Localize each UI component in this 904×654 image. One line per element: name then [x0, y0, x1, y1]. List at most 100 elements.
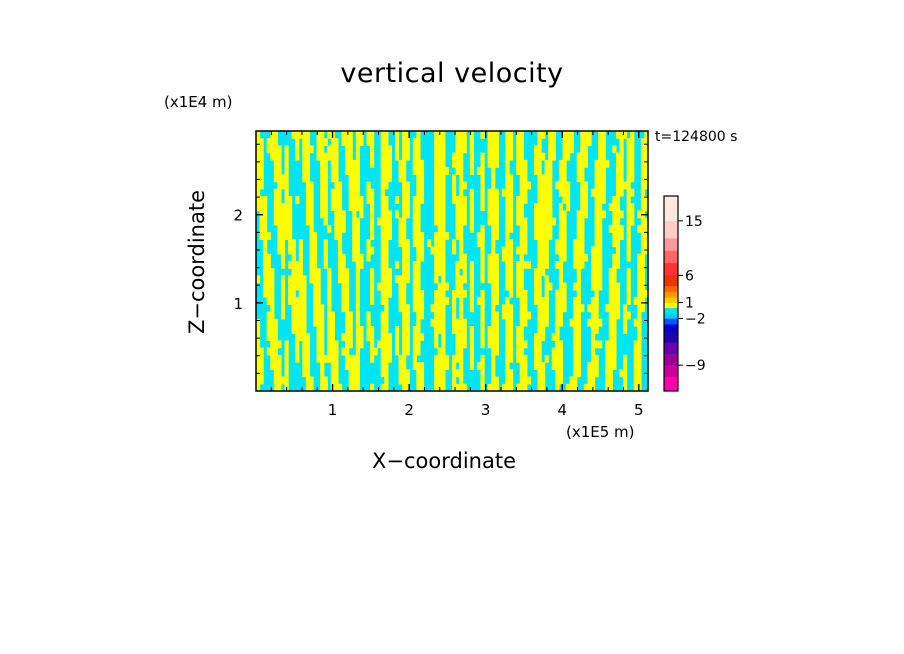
- positive-cell: [398, 362, 403, 370]
- positive-cell: [558, 282, 564, 291]
- positive-cell: [437, 318, 442, 327]
- positive-cell: [366, 196, 371, 204]
- positive-cell: [480, 174, 485, 183]
- positive-cell: [348, 311, 353, 320]
- positive-cell: [295, 145, 300, 154]
- positive-cell: [537, 138, 542, 147]
- positive-cell: [615, 152, 621, 161]
- positive-cell: [469, 138, 474, 147]
- positive-cell: [480, 326, 485, 334]
- positive-cell: [384, 333, 389, 342]
- colorbar-swatch: [664, 250, 678, 264]
- positive-cell: [355, 159, 360, 168]
- positive-cell: [569, 131, 574, 139]
- positive-cell: [291, 268, 296, 277]
- positive-cell: [505, 261, 510, 269]
- positive-cell: [555, 354, 560, 363]
- positive-cell: [345, 289, 350, 298]
- positive-cell: [416, 131, 421, 139]
- positive-cell: [288, 232, 293, 240]
- positive-cell: [402, 261, 407, 269]
- positive-cell: [416, 304, 421, 313]
- positive-cell: [441, 261, 446, 269]
- positive-cell: [455, 354, 460, 363]
- positive-cell: [359, 138, 364, 147]
- positive-cell: [594, 362, 599, 370]
- positive-cell: [352, 167, 357, 175]
- positive-cell: [576, 239, 581, 248]
- positive-cell: [626, 268, 631, 277]
- positive-cell: [370, 268, 375, 277]
- positive-cell: [345, 318, 350, 327]
- positive-cell: [288, 217, 293, 226]
- positive-cell: [280, 304, 286, 313]
- positive-cell: [640, 145, 646, 154]
- positive-cell: [334, 167, 339, 175]
- positive-cell: [320, 383, 325, 391]
- positive-cell: [259, 217, 264, 226]
- positive-cell: [334, 347, 339, 356]
- positive-cell: [384, 362, 389, 370]
- positive-cell: [523, 217, 528, 226]
- positive-cell: [469, 340, 474, 349]
- positive-cell: [469, 203, 474, 212]
- positive-cell: [523, 289, 528, 298]
- positive-cell: [541, 210, 546, 219]
- positive-cell: [494, 282, 499, 291]
- positive-cell: [316, 268, 321, 277]
- positive-cell: [587, 362, 592, 370]
- positive-cell: [583, 203, 589, 212]
- positive-cell: [626, 203, 631, 212]
- positive-cell: [320, 311, 325, 320]
- positive-cell: [416, 246, 421, 255]
- positive-cell: [487, 159, 492, 168]
- positive-cell: [313, 289, 318, 298]
- positive-cell: [334, 181, 339, 190]
- positive-cell: [519, 369, 524, 378]
- positive-cell: [519, 326, 524, 334]
- positive-cell: [437, 311, 442, 320]
- positive-cell: [434, 354, 439, 363]
- positive-cell: [316, 311, 321, 320]
- positive-cell: [608, 318, 613, 327]
- positive-cell: [469, 282, 474, 291]
- positive-cell: [626, 138, 631, 147]
- positive-cell: [562, 131, 567, 139]
- positive-cell: [402, 203, 407, 212]
- positive-cell: [370, 188, 375, 197]
- positive-cell: [619, 152, 624, 161]
- positive-cell: [594, 217, 599, 226]
- positive-cell: [580, 224, 585, 233]
- positive-cell: [615, 289, 621, 298]
- positive-cell: [330, 138, 335, 147]
- positive-cell: [384, 131, 389, 139]
- positive-cell: [469, 275, 474, 284]
- positive-cell: [277, 152, 282, 161]
- positive-cell: [387, 232, 393, 240]
- positive-cell: [562, 152, 567, 161]
- positive-cell: [416, 188, 421, 197]
- positive-cell: [416, 282, 421, 291]
- positive-cell: [345, 145, 350, 154]
- positive-cell: [419, 369, 425, 378]
- positive-cell: [551, 217, 556, 226]
- positive-cell: [533, 159, 539, 168]
- positive-cell: [348, 333, 353, 342]
- positive-cell: [412, 362, 417, 370]
- positive-cell: [441, 354, 446, 363]
- positive-cell: [548, 196, 553, 204]
- positive-cell: [320, 145, 325, 154]
- positive-cell: [459, 297, 464, 305]
- positive-cell: [295, 268, 300, 277]
- positive-cell: [576, 246, 581, 255]
- positive-cell: [608, 383, 613, 391]
- positive-cell: [630, 210, 635, 219]
- positive-cell: [416, 203, 421, 212]
- positive-cell: [323, 210, 328, 219]
- positive-cell: [541, 311, 546, 320]
- positive-cell: [345, 275, 350, 284]
- positive-cell: [370, 203, 375, 212]
- positive-cell: [402, 131, 407, 139]
- positive-cell: [384, 347, 389, 356]
- positive-cell: [348, 318, 353, 327]
